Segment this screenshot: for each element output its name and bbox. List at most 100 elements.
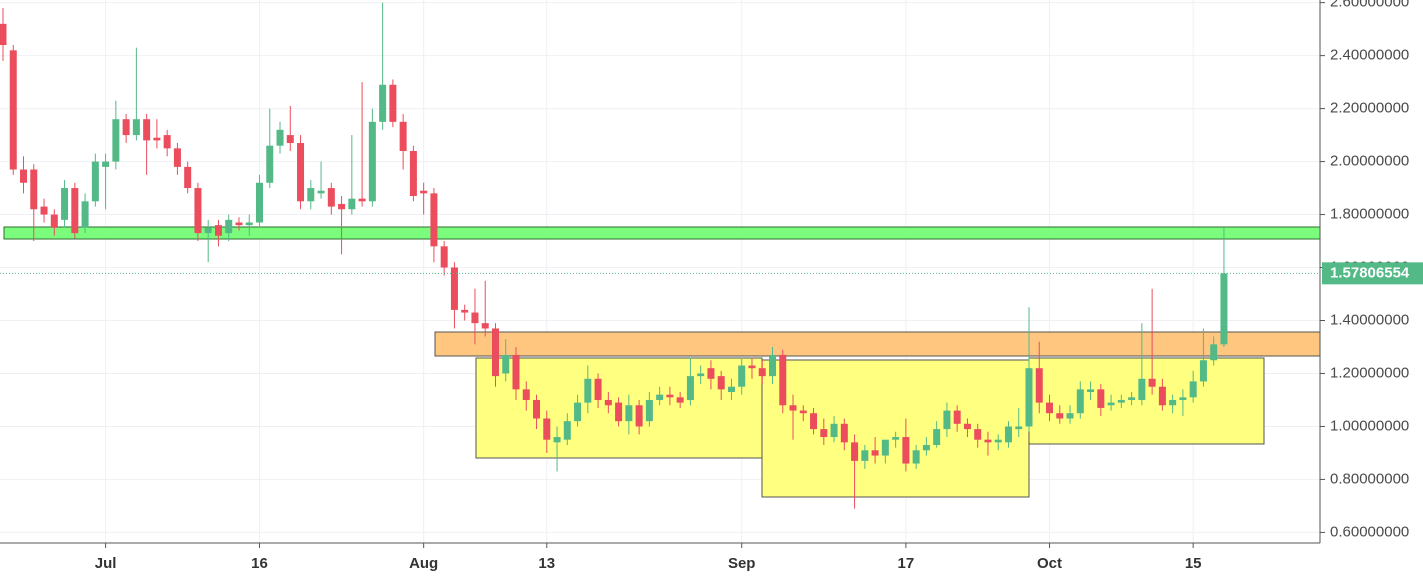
candle-body [471, 312, 479, 324]
candle-body [1025, 368, 1033, 427]
x-tick-label: Aug [409, 555, 438, 572]
x-tick-label: Oct [1037, 555, 1062, 572]
candle-body [143, 119, 151, 141]
candle-body [173, 148, 181, 167]
candle-body [912, 450, 920, 464]
candle-body [399, 121, 407, 151]
candle-body [307, 188, 315, 202]
candle-body [789, 405, 797, 411]
candle-body [481, 323, 489, 329]
candle-body [389, 84, 397, 122]
candle-body [522, 389, 530, 400]
candle-body [584, 378, 592, 403]
candle-body [430, 193, 438, 247]
y-tick-label: 2.20000000 [1330, 100, 1409, 117]
candle-body [1179, 397, 1187, 400]
candle-body [820, 429, 828, 438]
candle-body [840, 423, 848, 443]
candle-body [543, 418, 551, 440]
candle-body [533, 399, 541, 419]
head-box [761, 359, 1030, 498]
candle-body [1087, 389, 1095, 393]
candle-body [748, 365, 756, 369]
candle-body [61, 188, 69, 220]
x-tick-label: Jul [95, 555, 117, 572]
candle-body [686, 376, 694, 400]
candle-body [553, 437, 561, 443]
last-price-badge [1322, 262, 1423, 285]
candle-body [327, 188, 335, 207]
x-tick-label: Sep [728, 555, 756, 572]
candle-body [1128, 397, 1136, 400]
candle-body [1220, 273, 1228, 345]
candle-body [1046, 402, 1054, 414]
candle-body [512, 354, 520, 390]
candle-body [235, 222, 243, 226]
candle-body [184, 166, 192, 189]
candle-body [50, 214, 58, 228]
candle-body [1107, 402, 1115, 406]
candle-body [994, 439, 1002, 443]
candle-body [810, 413, 818, 430]
candle-body [635, 405, 643, 427]
candle-body [204, 227, 212, 234]
x-tick-label: 13 [538, 555, 555, 572]
candle-body [1097, 389, 1105, 408]
candle-body [440, 246, 448, 268]
candle-body [892, 437, 900, 440]
candle-body [861, 450, 869, 461]
candle-body [1004, 426, 1012, 443]
candle-body [963, 423, 971, 430]
candle-body [348, 198, 356, 210]
candle-body [881, 439, 889, 456]
y-tick-label: 1.40000000 [1330, 311, 1409, 328]
candle-body [953, 410, 961, 424]
candle-body [1117, 399, 1125, 403]
candle-body [256, 182, 263, 223]
candle-body [902, 437, 910, 464]
candle-body [1138, 378, 1146, 400]
candle-body [799, 410, 807, 414]
candle-body [225, 219, 233, 234]
x-tick-label: 16 [251, 555, 268, 572]
candle-body [871, 450, 879, 456]
candle-body [81, 201, 89, 228]
candle-body [984, 439, 992, 443]
candle-body [20, 169, 28, 183]
candle-body [194, 188, 202, 234]
candle-body [91, 161, 99, 202]
candle-body [1169, 399, 1177, 406]
candle-body [563, 421, 571, 440]
candles [0, 2, 1320, 509]
right-shoulder-box [1028, 357, 1265, 445]
y-tick-label: 1.20000000 [1330, 364, 1409, 381]
candle-body [286, 135, 294, 144]
candle-body [245, 222, 253, 226]
candle-body [122, 119, 130, 136]
y-tick-label: 0.80000000 [1330, 470, 1409, 487]
candle-body [656, 394, 664, 400]
candle-body [779, 354, 787, 406]
candle-body [1199, 360, 1207, 382]
support-zone [434, 331, 1321, 357]
candle-body [276, 129, 284, 146]
candle-body [30, 169, 38, 210]
candle-body [851, 442, 859, 461]
candle-body [604, 399, 612, 406]
candle-body [727, 386, 735, 393]
candle-body [153, 137, 161, 141]
candle-body [1148, 378, 1156, 387]
candle-body [707, 368, 715, 379]
candle-body [112, 119, 120, 162]
y-tick-label: 1.00000000 [1330, 417, 1409, 434]
candle-body [409, 150, 417, 197]
candle-body [594, 378, 602, 400]
candle-body [379, 84, 387, 122]
y-tick-label: 0.60000000 [1330, 523, 1409, 540]
y-tick-label: 2.40000000 [1330, 47, 1409, 64]
candle-body [697, 373, 705, 377]
candle-body [1015, 426, 1023, 430]
